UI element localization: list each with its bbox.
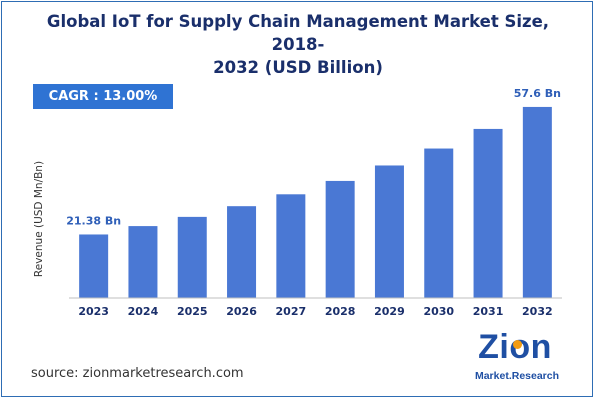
- x-tick-label-2028: 2028: [325, 305, 356, 318]
- x-tick-label-2025: 2025: [177, 305, 208, 318]
- bar-2025: [177, 216, 207, 298]
- bar-2030: [424, 148, 454, 298]
- bar-2032: [522, 106, 552, 299]
- logo-subtitle: Market.Research: [474, 370, 560, 382]
- x-tick-label-2023: 2023: [78, 305, 109, 318]
- bar-2029: [374, 165, 404, 298]
- bars-layer: [79, 106, 552, 299]
- x-tick-label-2027: 2027: [276, 305, 307, 318]
- bar-2023: [79, 234, 109, 298]
- chart-title: Global IoT for Supply Chain Management M…: [30, 10, 566, 79]
- bar-2031: [473, 128, 503, 298]
- x-tick-labels: 2023 2024 2025 2026 2027 2028 2029 2030 2031 2032: [78, 305, 552, 318]
- chart-title-line2: 2032 (USD Billion): [213, 58, 383, 77]
- bar-2026: [227, 206, 257, 298]
- zion-logo: Zion Market.Research: [463, 328, 573, 390]
- logo-dot-icon: [513, 340, 522, 349]
- data-label-2023: 21.38 Bn: [66, 214, 121, 227]
- x-tick-label-2032: 2032: [522, 305, 553, 318]
- bar-2028: [325, 180, 355, 298]
- source-text: source: zionmarketresearch.com: [31, 366, 244, 381]
- chart-title-line1: Global IoT for Supply Chain Management M…: [46, 12, 550, 54]
- bar-2027: [276, 194, 306, 298]
- x-tick-label-2031: 2031: [473, 305, 504, 318]
- data-labels: 21.38 Bn 57.6 Bn: [66, 87, 561, 228]
- x-tick-label-2026: 2026: [226, 305, 257, 318]
- x-tick-label-2029: 2029: [374, 305, 405, 318]
- x-tick-label-2024: 2024: [128, 305, 159, 318]
- x-tick-label-2030: 2030: [423, 305, 454, 318]
- data-label-2032: 57.6 Bn: [514, 87, 561, 100]
- cagr-badge: CAGR : 13.00%: [33, 84, 173, 109]
- bar-2024: [128, 226, 158, 298]
